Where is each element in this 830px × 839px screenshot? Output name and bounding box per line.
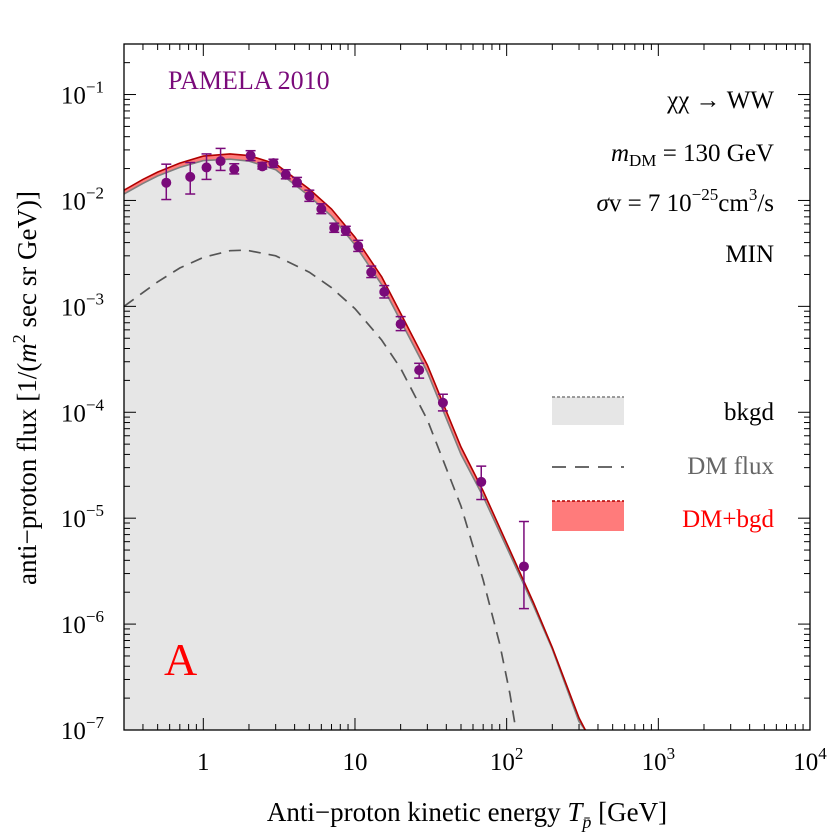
data-point (414, 362, 425, 379)
data-marker (161, 177, 172, 188)
legend-bkgd-swatch (552, 397, 624, 425)
data-marker (414, 365, 425, 376)
data-point (476, 465, 487, 501)
data-marker (245, 150, 256, 161)
y-axis-label: anti−proton flux [1/(m2 sec sr GeV)] (9, 191, 42, 585)
data-point (395, 315, 406, 332)
data-marker (268, 158, 279, 169)
data-marker (316, 204, 327, 215)
data-point (292, 176, 303, 188)
data-point (245, 149, 256, 162)
data-marker (280, 169, 291, 180)
data-marker (353, 241, 364, 252)
x-tick-label: 104 (793, 744, 827, 776)
x-tick-label: 1 (197, 749, 210, 776)
data-marker (229, 164, 240, 175)
data-marker (292, 177, 303, 188)
data-point (437, 393, 448, 412)
propagation-label: MIN (725, 241, 774, 268)
data-point (379, 284, 390, 299)
data-marker (340, 225, 351, 236)
data-point (161, 163, 172, 201)
y-tick-label: 10−6 (61, 607, 104, 639)
data-marker (329, 222, 340, 233)
data-point (316, 203, 327, 215)
plot-frame (123, 43, 811, 731)
data-point (185, 161, 196, 195)
data-marker (518, 561, 529, 572)
data-point (518, 520, 529, 610)
y-tick-label: 10−3 (61, 289, 104, 321)
data-point (268, 158, 279, 169)
legend: bkgd DM flux DM+bgd (552, 396, 775, 533)
x-tick-label: 102 (490, 744, 524, 776)
data-marker (379, 286, 390, 297)
data-point (215, 147, 226, 172)
bkgd-area (124, 159, 586, 730)
data-marker (395, 319, 406, 330)
y-tick-label: 10−2 (61, 183, 104, 215)
data-point (353, 239, 364, 253)
data-marker (476, 476, 487, 487)
data-marker (437, 397, 448, 408)
y-tick-label: 10−4 (61, 395, 105, 427)
legend-dm-label: DM flux (687, 453, 774, 480)
x-axis-label: Anti−proton kinetic energy Tp̄ [GeV] (267, 797, 667, 832)
data-point (201, 153, 212, 181)
data-point (229, 163, 240, 175)
data-point (280, 168, 291, 180)
legend-bkgd-label: bkgd (724, 399, 775, 426)
dm-flux-line (124, 249, 517, 730)
panel-label: A (164, 634, 197, 685)
data-point (329, 222, 340, 234)
y-tick-label: 10−1 (61, 78, 104, 110)
xsec-label: σv = 7 10−25cm3/s (596, 185, 774, 217)
channel-label: χχ → WW (666, 87, 774, 114)
legend-sum-swatch (552, 501, 624, 531)
data-point (257, 161, 268, 172)
data-marker (185, 171, 196, 182)
data-marker (304, 191, 315, 202)
x-tick-label: 10 (342, 749, 367, 776)
y-tick-label: 10−5 (61, 501, 104, 533)
data-marker (201, 162, 212, 173)
x-tick-label: 103 (642, 744, 676, 776)
mass-label: mDM = 130 GeV (611, 140, 774, 170)
data-marker (215, 156, 226, 167)
dataset-label: PAMELA 2010 (168, 66, 330, 95)
data-point (366, 265, 377, 279)
data-point (304, 189, 315, 203)
data-marker (366, 267, 377, 278)
y-tick-label: 10−7 (61, 713, 105, 745)
data-point (340, 225, 351, 236)
data-marker (257, 161, 268, 172)
legend-sum-label: DM+bgd (682, 506, 774, 533)
